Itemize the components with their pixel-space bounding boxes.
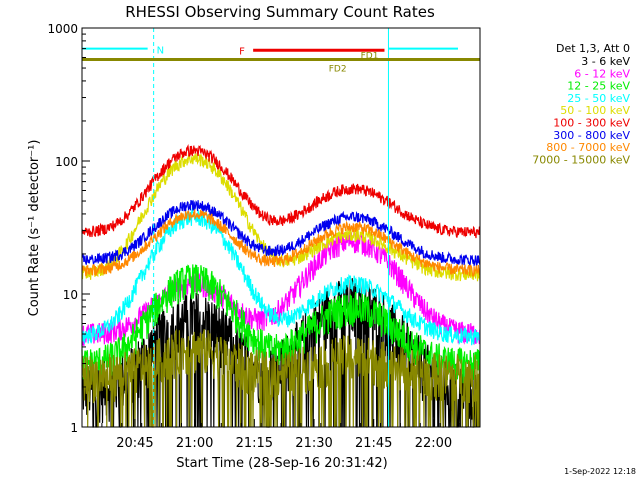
flare-label: F bbox=[239, 46, 245, 57]
x-tick-label: 22:00 bbox=[415, 436, 452, 451]
legend-item: 25 - 50 keV bbox=[567, 92, 630, 105]
x-tick-label: 20:45 bbox=[116, 436, 153, 451]
series-layer bbox=[81, 143, 481, 428]
fd1-label: FD1 bbox=[361, 51, 379, 61]
x-axis: 20:45 21:00 21:15 21:30 21:45 22:00 bbox=[81, 419, 481, 451]
series-line-9 bbox=[81, 328, 481, 428]
series-line-7 bbox=[81, 199, 481, 266]
legend-item: 100 - 300 keV bbox=[553, 117, 630, 130]
flag-layer: N F FD1 FD2 bbox=[82, 28, 480, 427]
x-tick-label: 21:15 bbox=[236, 436, 273, 451]
series-line-4 bbox=[81, 206, 481, 346]
y-tick-label: 100 bbox=[55, 155, 78, 169]
x-tick-label: 21:30 bbox=[295, 436, 332, 451]
y-axis: 1 10 100 1000 bbox=[47, 22, 90, 435]
y-tick-label: 1 bbox=[70, 421, 78, 435]
y-axis-label: Count Rate (s⁻¹ detector⁻¹) bbox=[27, 140, 42, 317]
x-axis-label: Start Time (28-Sep-16 20:31:42) bbox=[176, 456, 387, 471]
night-label: N bbox=[157, 46, 164, 57]
x-tick-label: 21:00 bbox=[176, 436, 213, 451]
y-tick-label: 10 bbox=[63, 288, 78, 302]
timestamp: 1-Sep-2022 12:18 bbox=[564, 467, 636, 476]
y-tick-label: 1000 bbox=[47, 22, 78, 36]
x-tick-label: 21:45 bbox=[355, 436, 392, 451]
series-line-8 bbox=[81, 209, 481, 277]
legend-item: 7000 - 15000 keV bbox=[532, 153, 630, 166]
legend-header: Det 1,3, Att 0 bbox=[556, 42, 630, 55]
legend-item: 50 - 100 keV bbox=[560, 104, 630, 117]
legend-item: 800 - 7000 keV bbox=[546, 141, 630, 154]
legend-item: 300 - 800 keV bbox=[553, 129, 630, 142]
legend-item: 6 - 12 keV bbox=[574, 67, 630, 80]
legend-item: 3 - 6 keV bbox=[581, 55, 630, 68]
series-line-5 bbox=[81, 152, 481, 282]
chart-title: RHESSI Observing Summary Count Rates bbox=[125, 3, 435, 21]
fd2-label: FD2 bbox=[329, 64, 347, 74]
series-line-2 bbox=[81, 232, 481, 346]
legend-item: 12 - 25 keV bbox=[567, 80, 630, 93]
series-line-6 bbox=[81, 143, 480, 239]
series-line-3 bbox=[81, 264, 481, 384]
